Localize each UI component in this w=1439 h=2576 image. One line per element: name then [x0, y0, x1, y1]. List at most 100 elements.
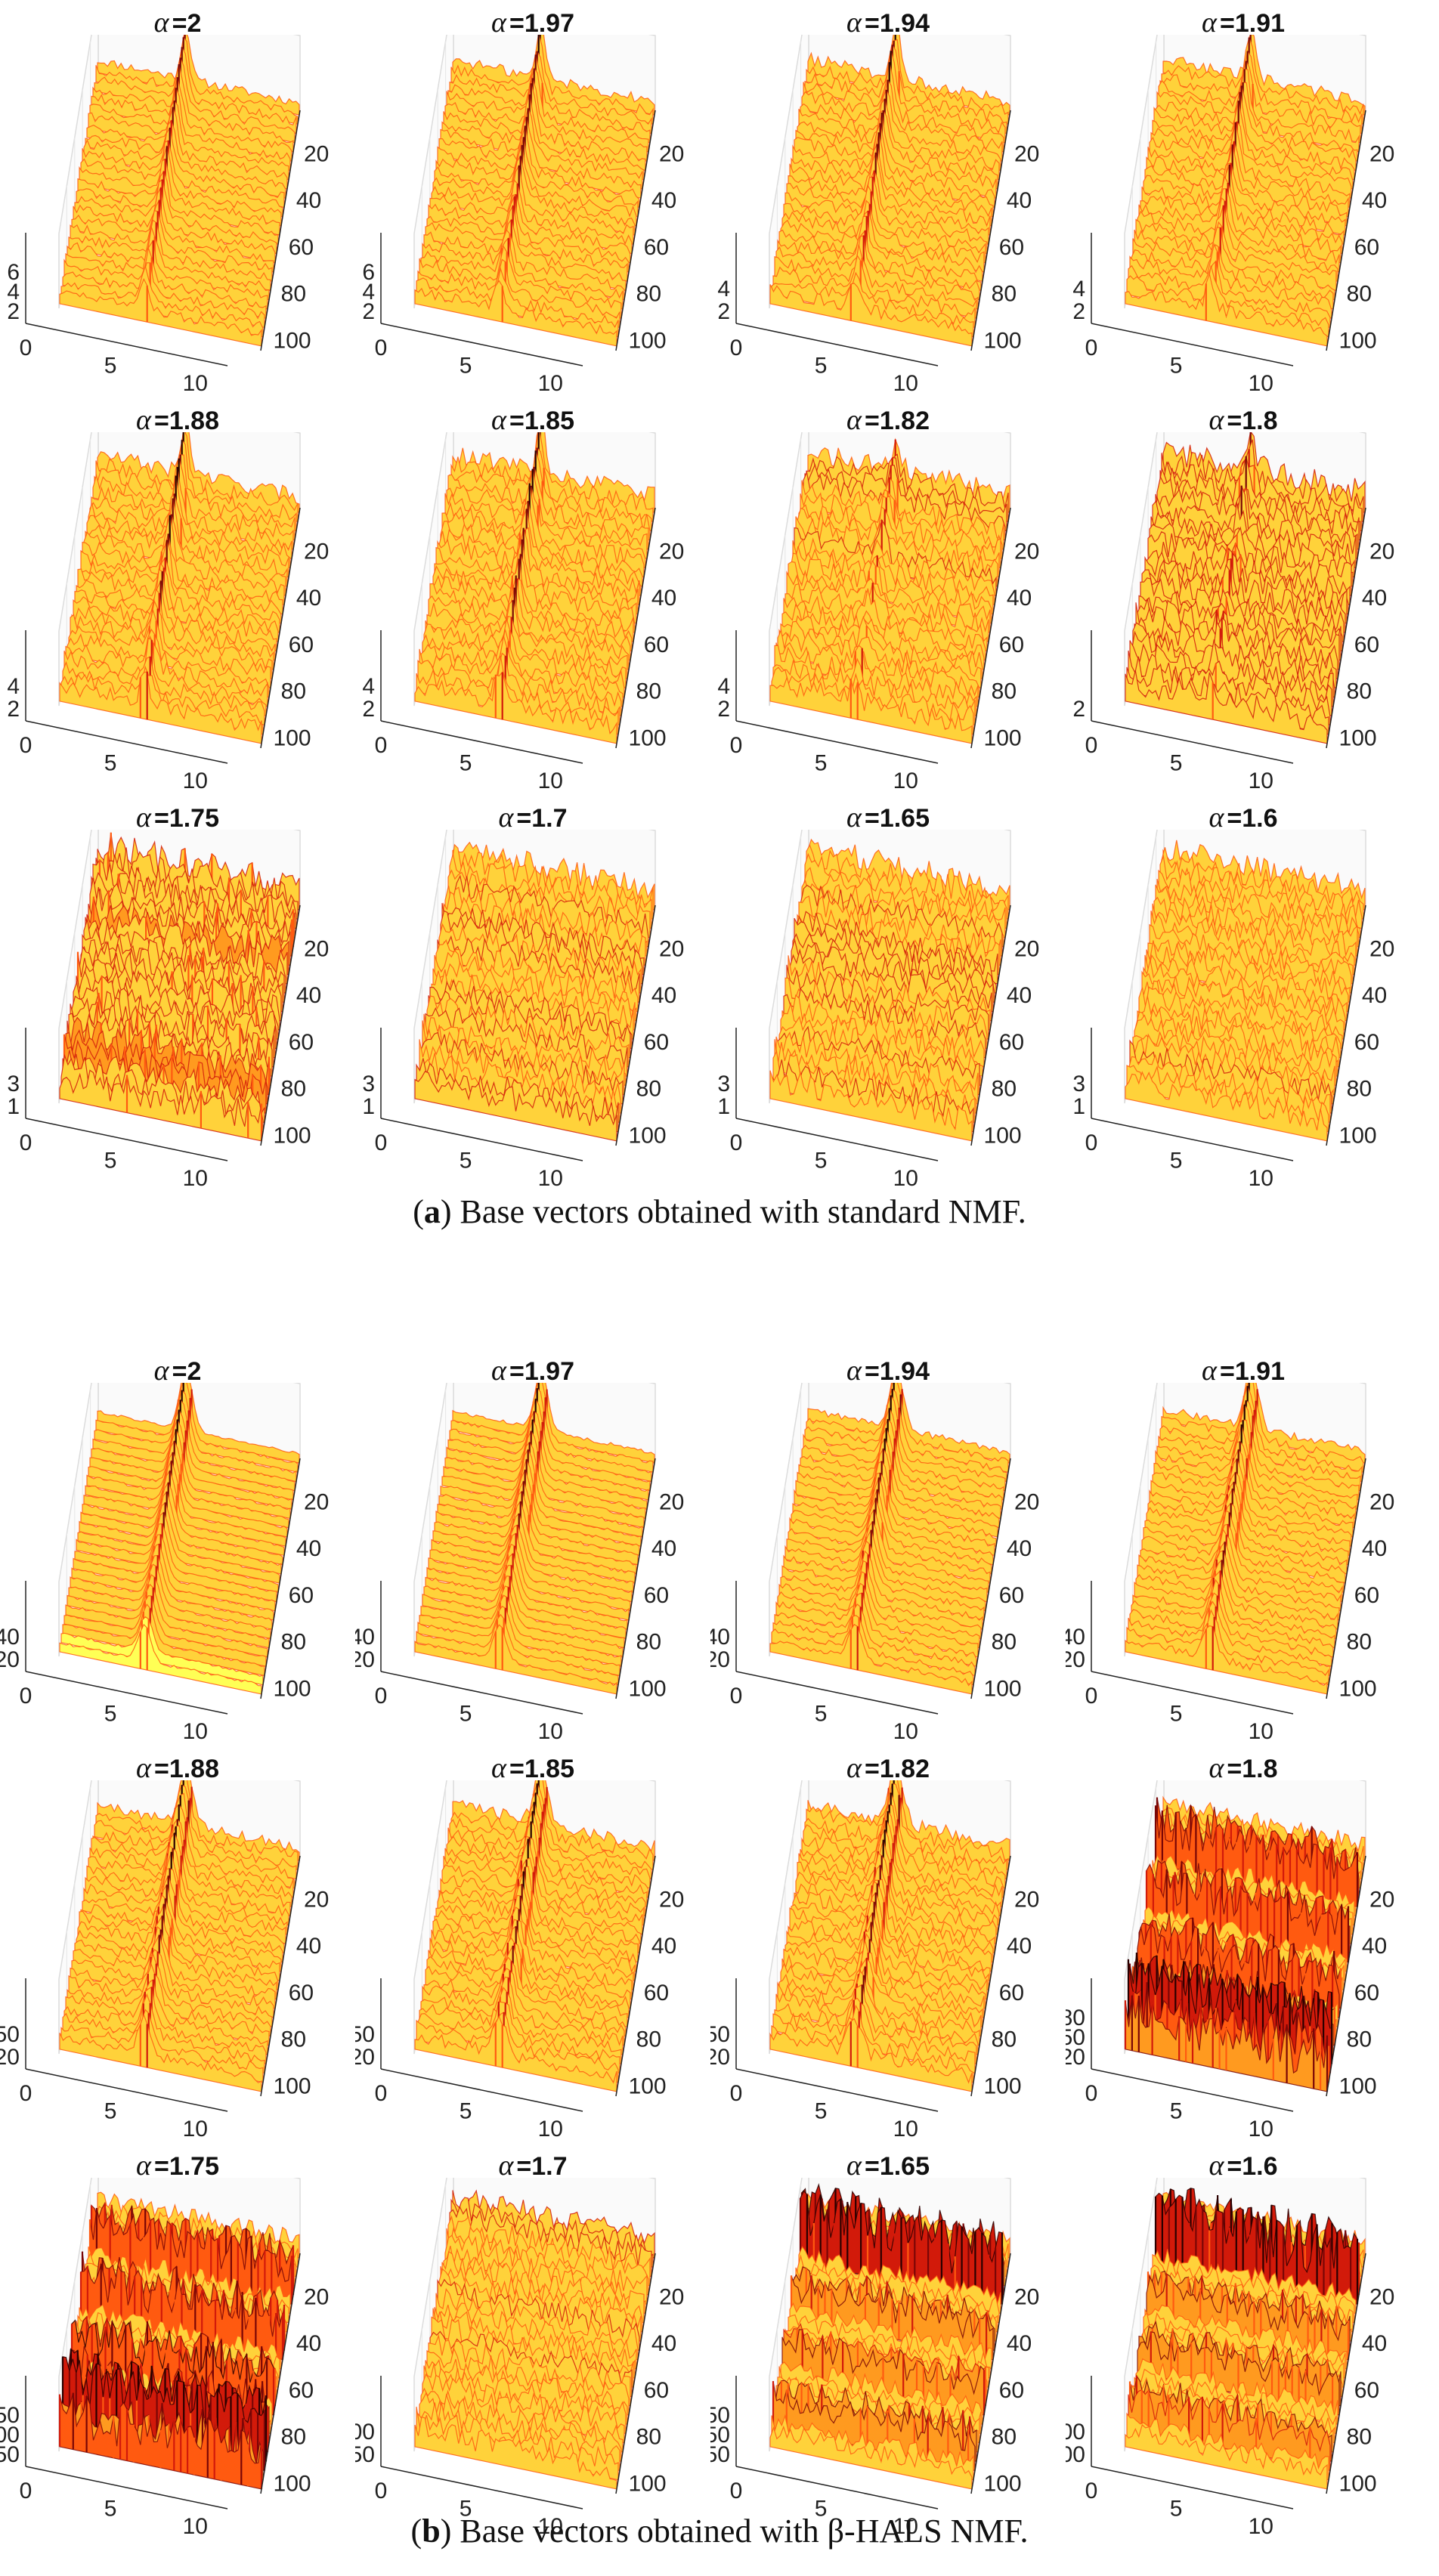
surface-strip [438, 507, 642, 596]
y-tick-label: 20 [659, 936, 684, 961]
surface-strip [452, 35, 655, 116]
surface-strip [446, 465, 649, 550]
panel-title: α =1.94 [710, 1354, 1066, 1387]
surface-strip [91, 1804, 294, 1898]
alpha-equals: = [516, 2152, 532, 2181]
surface-strip [447, 1792, 651, 1889]
surface-mesh [414, 35, 655, 347]
surface-strip [425, 1944, 628, 2028]
x-tick-label: 5 [104, 2099, 117, 2124]
axes-lines [735, 110, 1011, 366]
surface-strip [444, 1810, 648, 1908]
surface-strip [788, 1891, 991, 1981]
surface-strip [416, 1613, 619, 1686]
x-tick-label: 0 [375, 2479, 388, 2503]
surface-panel: α =1.75 0 5 10 20 40 60 80 100 1 3 [0, 795, 355, 1203]
surface-strip [82, 126, 285, 209]
y-tick-label: 20 [304, 2284, 329, 2309]
surface-strip [95, 1383, 299, 1474]
surface-strip [792, 1472, 995, 1557]
surface-strip [423, 1564, 627, 1640]
alpha-symbol: α [491, 7, 506, 39]
alpha-equals: = [1227, 2152, 1242, 2181]
surface-strip [806, 39, 1009, 125]
surface-strip [1125, 1071, 1328, 1142]
x-tick-label: 0 [375, 733, 388, 758]
surface-mesh [414, 1780, 655, 2092]
y-tick-label: 20 [1014, 936, 1039, 961]
surface-mesh [1125, 2188, 1366, 2490]
surface-panel: α =1.7 0 5 10 20 40 60 80 100 1 3 [355, 795, 710, 1203]
surface-plot: 0 5 10 20 40 60 80 100 246 [362, 35, 684, 396]
x-tick-label: 5 [815, 2497, 828, 2522]
z-tick-label: 20 [0, 2045, 20, 2070]
axes-lines [1091, 905, 1366, 1161]
surface-strip [791, 132, 994, 218]
surface-mesh [414, 841, 655, 1142]
surface-panel: α =1.97 0 5 10 20 40 60 80 100 20 40 [355, 1348, 710, 1756]
surface-strip [73, 579, 276, 661]
y-tick-label: 40 [651, 1536, 676, 1561]
surface-strip [443, 83, 646, 172]
alpha-value: 1.82 [879, 407, 930, 435]
z-tick-label: 300 [1066, 2420, 1085, 2445]
surface-strip [1135, 1550, 1338, 1631]
alpha-equals: = [153, 804, 169, 833]
alpha-symbol: α [153, 1355, 169, 1387]
surface-strip [417, 1606, 620, 1677]
surface-strip [441, 1835, 645, 1926]
surface-strip [797, 97, 1000, 181]
z-tick-label: 50 [0, 2022, 20, 2047]
x-tick-label: 0 [375, 2081, 388, 2106]
y-tick-label: 60 [999, 1981, 1024, 2005]
surface-strip [1125, 2423, 1328, 2490]
x-tick-label: 0 [375, 1130, 388, 1155]
surface-strip [795, 1447, 998, 1538]
surface-strip [1144, 144, 1348, 227]
surface-strip [80, 140, 283, 218]
y-tick-label: 80 [1347, 1077, 1372, 1102]
surface-strip [77, 158, 280, 236]
surface-strip [1134, 1559, 1337, 1640]
x-tick-label: 10 [183, 2514, 208, 2539]
y-tick-label: 40 [1007, 2331, 1032, 2356]
surface-strip [65, 1583, 268, 1658]
panel-title: α =1.97 [355, 1354, 710, 1387]
surface-strip [425, 599, 628, 680]
surface-strip [97, 432, 300, 513]
surface-strip [416, 2012, 619, 2083]
panel-title: α =1.91 [1066, 6, 1421, 39]
alpha-equals: = [509, 1357, 525, 1386]
surface-strip [775, 1582, 979, 1658]
surface-panel: α =1.91 0 5 10 20 40 60 80 100 20 40 [1066, 1348, 1421, 1756]
surface-strip [1161, 1383, 1364, 1474]
x-tick-label: 10 [1249, 2514, 1273, 2539]
x-tick-label: 0 [20, 2081, 32, 2106]
surface-strip [419, 1594, 622, 1667]
panel-title: α =1.65 [710, 801, 1066, 834]
alpha-equals: = [1219, 9, 1235, 38]
alpha-symbol: α [846, 1355, 862, 1387]
surface-plot: 0 5 10 20 40 60 80 100 13 [7, 830, 329, 1191]
z-tick-label: 40 [1066, 1625, 1085, 1650]
alpha-equals: = [509, 9, 525, 38]
surface-strip [426, 1937, 630, 2018]
x-tick-label: 0 [375, 1684, 388, 1709]
surface-strip [784, 1520, 988, 1603]
surface-strip [1143, 1502, 1346, 1584]
surface-strip [83, 1850, 286, 1944]
y-tick-label: 60 [644, 2378, 669, 2403]
surface-strip [789, 1881, 992, 1972]
x-tick-label: 5 [815, 1149, 828, 1174]
axes-lines [735, 905, 1011, 1161]
x-tick-label: 10 [183, 2117, 208, 2142]
y-tick-label: 60 [1354, 1030, 1379, 1055]
surface-panel: α =1.6 0 5 10 20 40 60 80 100 1 3 [1066, 795, 1421, 1203]
surface-strip [423, 218, 627, 292]
y-tick-label: 100 [629, 2471, 667, 2496]
surface-strip [426, 194, 630, 273]
alpha-equals: = [1227, 407, 1242, 435]
surface-strip [441, 483, 645, 578]
z-tick-label: 3 [1072, 1072, 1085, 1096]
surface-mesh [769, 838, 1010, 1142]
